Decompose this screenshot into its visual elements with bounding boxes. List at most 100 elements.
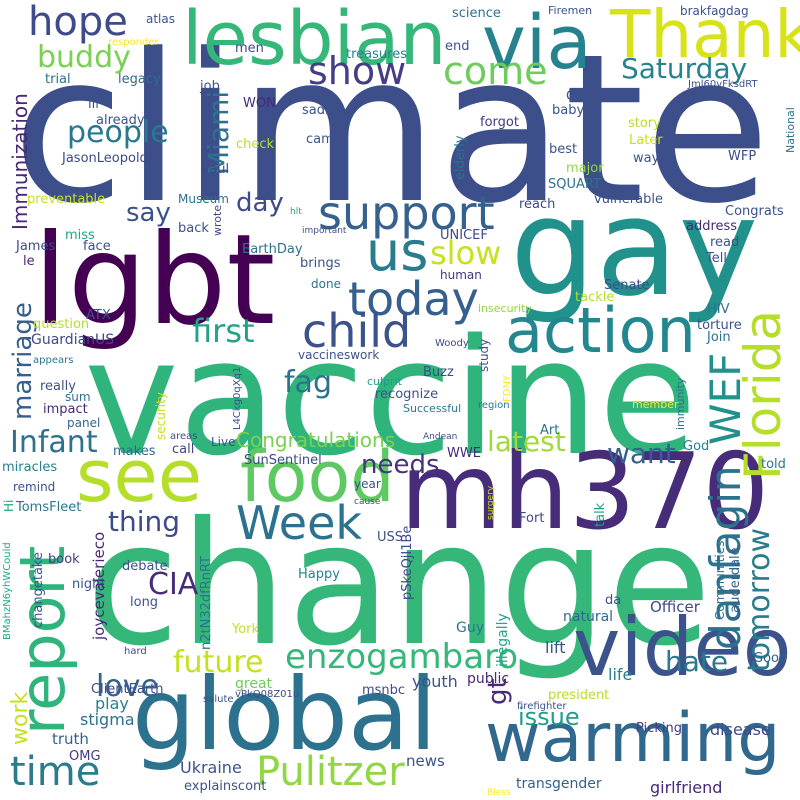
- word-trial: trial: [45, 72, 71, 87]
- word-truth: truth: [52, 730, 89, 748]
- word-national: National: [784, 107, 797, 153]
- word-bless: Bless: [487, 788, 511, 798]
- word-public: public: [467, 671, 510, 687]
- word-james: James: [16, 239, 56, 254]
- word-life: life: [608, 665, 633, 684]
- word-later: Later: [629, 133, 663, 148]
- word-earthday: EarthDay: [242, 242, 303, 257]
- word-clientearth: ClientEarth: [91, 682, 164, 697]
- word-thank: Thank: [610, 0, 800, 73]
- word-andean: Andean: [423, 432, 458, 442]
- word-miss: miss: [65, 228, 95, 243]
- word-see: see: [76, 434, 203, 518]
- word-tackle: tackle: [575, 290, 615, 305]
- word-important: important: [302, 226, 347, 236]
- word-insecurity: insecurity: [478, 302, 532, 315]
- word-lesbian: lesbian: [182, 0, 447, 82]
- word-vaccineswork: vaccineswork: [298, 348, 380, 362]
- word-impact: impact: [43, 402, 88, 417]
- word-hate: hate: [665, 645, 729, 678]
- word-lauderdale: Lauderdale: [728, 547, 743, 620]
- word-communities: Communities: [713, 540, 727, 620]
- word-brakfagdag: brakfagdag: [680, 4, 749, 18]
- word-senate: Senate: [604, 278, 650, 293]
- word-night: night: [72, 577, 106, 592]
- word-illegally: illegally: [495, 613, 511, 667]
- word-appears: appears: [33, 355, 74, 366]
- word-buzz: Buzz: [423, 365, 454, 380]
- word-address: address: [686, 219, 738, 234]
- word-hi: Hi: [2, 499, 16, 512]
- word-lgbt: lgbt: [33, 208, 276, 353]
- word-major: major: [566, 161, 604, 176]
- word-atlas: atlas: [146, 12, 175, 26]
- word-gay: gay: [510, 169, 759, 326]
- word-fort: Fort: [519, 511, 545, 526]
- word-jasonleopold: JasonLeopold: [62, 151, 148, 166]
- word-tell: Tell: [706, 251, 727, 266]
- word-first: first: [192, 312, 255, 350]
- word-day: day: [236, 188, 284, 218]
- word-us: us: [366, 220, 429, 283]
- word-latest: latest: [487, 425, 566, 458]
- word-wrote: wrote: [211, 204, 224, 236]
- word-debate: debate: [122, 559, 168, 574]
- word-thing: thing: [108, 505, 181, 538]
- word-york: York: [232, 622, 260, 637]
- word-vaccine: vaccine: [84, 304, 697, 491]
- word-fdny: FDNY: [502, 374, 513, 402]
- word-infant: Infant: [10, 425, 98, 460]
- word-wwe: WWE: [447, 446, 481, 461]
- word-via: via: [482, 0, 592, 86]
- word-atx: ATX: [86, 308, 111, 323]
- word-week: Week: [236, 496, 363, 550]
- word-guardianus: GuardianUS: [31, 332, 115, 348]
- word-come: come: [443, 49, 548, 93]
- word-face: face: [83, 239, 111, 254]
- word-live: Live: [211, 435, 236, 449]
- word-remind: remind: [13, 480, 56, 494]
- word-officer: Officer: [650, 598, 700, 616]
- word-read: read: [710, 235, 740, 250]
- word-needs: needs: [361, 450, 440, 480]
- word-lift: lift: [545, 638, 566, 657]
- word-fag: fag: [284, 365, 332, 400]
- word-le: le: [23, 254, 35, 269]
- word-global: global: [132, 656, 437, 773]
- word-say: say: [126, 198, 171, 228]
- word-change: change: [86, 486, 712, 684]
- word-bmahzn6yhwcould: BMahzN6yhWCould: [2, 542, 13, 640]
- word-makes: makes: [113, 444, 156, 459]
- word-way: way: [633, 151, 660, 166]
- word-science: science: [452, 6, 501, 21]
- word-salute: salute: [203, 694, 234, 705]
- word-time: time: [10, 749, 101, 795]
- word-vpkq08z01u: vPkQ08Z01u: [235, 689, 300, 700]
- word-great: great: [235, 676, 273, 692]
- word-ukraine: Ukraine: [180, 758, 242, 777]
- word-work: work: [8, 691, 33, 745]
- word-tomsfleet: TomsFleet: [16, 500, 82, 515]
- word-climate: climate: [12, 11, 771, 249]
- word-talk: talk: [593, 502, 608, 527]
- word-long: long: [130, 595, 159, 610]
- word-won: WON: [243, 96, 276, 111]
- word-cia: CIA: [148, 567, 199, 602]
- word-sunsentinel: SunSentinel: [244, 453, 322, 468]
- word-best: best: [549, 142, 578, 157]
- word-congrats: Congrats: [725, 204, 784, 219]
- word-preventable: preventable: [27, 192, 106, 207]
- word-good: Good: [753, 651, 788, 666]
- word-firemen: Firemen: [548, 4, 593, 17]
- word-omg: OMG: [69, 749, 101, 764]
- word-back: back: [178, 221, 209, 236]
- word-buddy: buddy: [37, 40, 131, 75]
- word-girl: Girl: [566, 89, 589, 104]
- word-book: book: [48, 552, 80, 567]
- word-uss: USS: [377, 530, 404, 545]
- word-squart: SQUART: [548, 177, 601, 192]
- word-men: men: [235, 41, 264, 56]
- word-disease: disease: [710, 720, 771, 739]
- word-explainscont: explainscont: [184, 779, 267, 794]
- word-legacy: legacy: [118, 72, 161, 87]
